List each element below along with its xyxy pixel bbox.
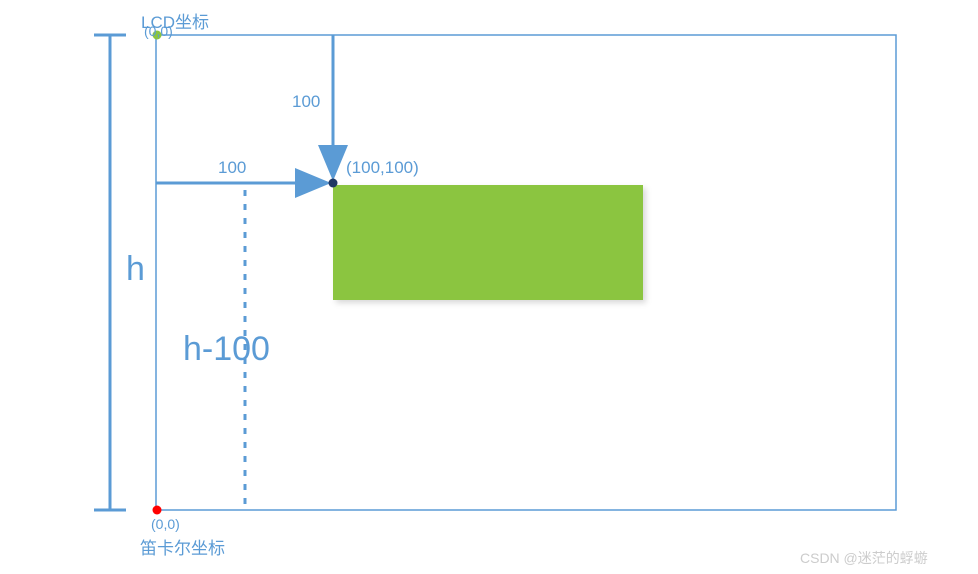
label-cart_title: 笛卡尔坐标 <box>140 534 225 559</box>
label-h_label: h <box>126 250 145 289</box>
label-pt_100: (100,100) <box>346 158 419 178</box>
label-v_100: 100 <box>292 92 320 112</box>
green-rect <box>333 185 643 300</box>
label-watermark: CSDN @迷茫的蜉蝣 <box>800 548 928 568</box>
label-cart_origin: (0,0) <box>151 516 180 532</box>
label-h_100: 100 <box>218 158 246 178</box>
dot-cartesian <box>153 506 162 515</box>
label-h_minus: h-100 <box>183 330 270 369</box>
dot-point_100 <box>329 179 338 188</box>
diagram-svg <box>0 0 978 574</box>
label-lcd_origin: (0,0) <box>144 23 173 39</box>
